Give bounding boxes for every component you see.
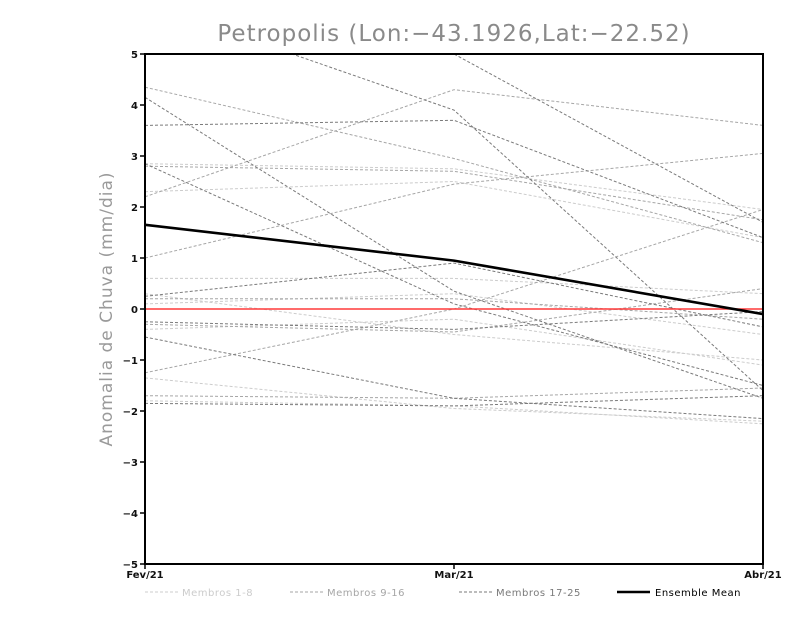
series-line-group-3-member-4 (145, 96, 763, 399)
series-line-group-3-member-8 (145, 336, 763, 420)
y-tick-label: 5 (131, 50, 138, 61)
y-ticks: −5 −4 −3 −2 −1 0 1 2 3 4 5 (123, 50, 145, 571)
legend-label-mean: Ensemble Mean (655, 588, 741, 599)
series-line-group-3-member-5 (145, 163, 763, 386)
ensemble-mean-line (145, 223, 763, 316)
y-tick-label: −5 (123, 560, 138, 571)
series-line-group-2-member-3 (145, 152, 763, 259)
series-line-group-2-member-2 (145, 89, 763, 198)
series-line-group-1-member-8 (145, 400, 763, 425)
series-line-group-3-member-7 (145, 311, 763, 330)
y-tick-label: 1 (131, 254, 138, 265)
series-line-group-2-member-5 (145, 298, 763, 320)
x-tick-label: Abr/21 (744, 570, 781, 581)
chart-title: Petropolis (Lon:−43.1926,Lat:−22.52) (217, 21, 690, 47)
y-tick-label: −2 (123, 407, 138, 418)
x-ticks: Fev/21 Mar/21 Abr/21 (126, 564, 782, 581)
series-line-group-1-member-4 (145, 293, 763, 361)
series-line-group-2-member-1 (145, 86, 763, 244)
y-tick-label: 3 (131, 152, 138, 163)
series-line-group-1-member-7 (145, 377, 763, 422)
legend-label-group-3: Membros 17-25 (496, 588, 581, 599)
series-line-group-2-member-7 (145, 288, 763, 333)
legend-label-group-1: Membros 1-8 (182, 588, 253, 599)
y-tick-label: 0 (131, 305, 138, 316)
legend-label-group-2: Membros 9-16 (327, 588, 405, 599)
series-layer (145, 54, 763, 425)
x-tick-label: Mar/21 (434, 570, 473, 581)
series-line-group-3-member-6 (145, 262, 763, 328)
x-tick-label: Fev/21 (126, 570, 163, 581)
legend: Membros 1-8 Membros 9-16 Membros 17-25 E… (145, 588, 741, 599)
series-line-group-2-member-4 (145, 165, 763, 221)
y-tick-label: −4 (123, 509, 138, 520)
series-line-group-2-member-8 (145, 387, 763, 399)
y-tick-label: −3 (123, 458, 138, 469)
y-tick-label: 2 (131, 203, 138, 214)
series-line-group-1-member-5 (145, 293, 763, 335)
y-tick-label: −1 (123, 356, 138, 367)
series-line-group-1-member-6 (145, 318, 763, 366)
series-line-group-1-member-1 (145, 163, 763, 210)
y-tick-label: 4 (131, 101, 138, 112)
y-axis-label: Anomalia de Chuva (mm/dia) (97, 171, 117, 446)
series-line-group-1-member-3 (145, 277, 763, 295)
series-line-group-3-member-9 (145, 395, 763, 407)
